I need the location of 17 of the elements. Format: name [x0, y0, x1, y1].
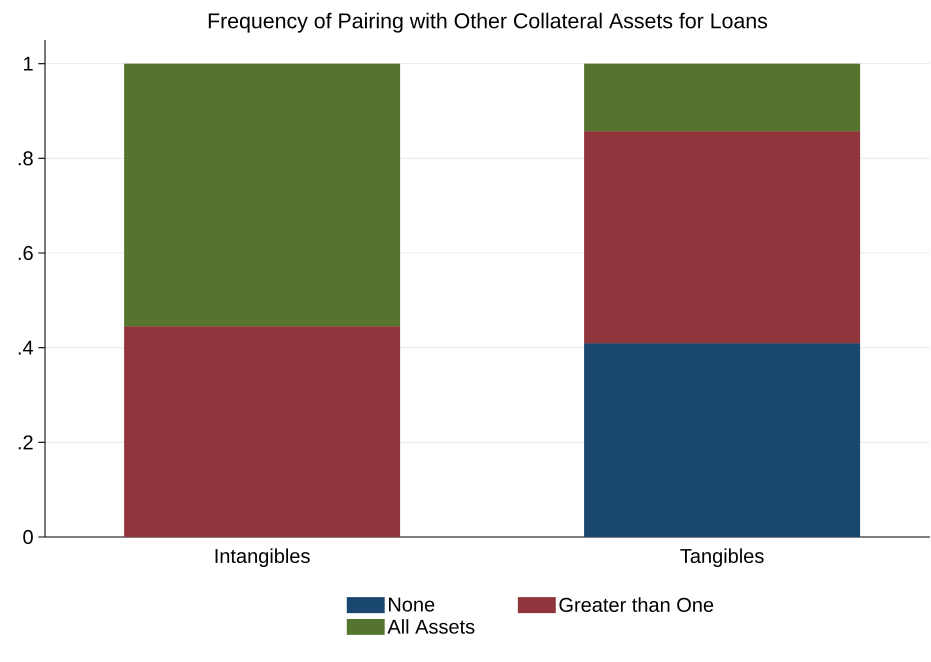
bar [124, 326, 400, 537]
y-tick-label: 1 [24, 56, 33, 71]
y-tick-label: .8 [18, 151, 33, 166]
legend-label: None [389, 598, 434, 612]
chart-title: Frequency of Pairing with Other Collateral Assets for Loans [208, 12, 768, 33]
y-tick-label: .6 [18, 246, 33, 260]
bar [584, 64, 860, 132]
legend-label: All Assets [387, 619, 474, 634]
legend-label: Greater than One [559, 597, 714, 612]
bar [124, 64, 400, 326]
y-tick-label: .2 [18, 435, 33, 450]
y-tick-label: 0 [23, 530, 33, 544]
x-tick-label: Tangibles [680, 548, 764, 568]
bar [584, 131, 860, 344]
x-tick-label: Intangibles [216, 548, 310, 568]
bar [584, 343, 860, 537]
y-tick-label: .4 [18, 340, 34, 355]
